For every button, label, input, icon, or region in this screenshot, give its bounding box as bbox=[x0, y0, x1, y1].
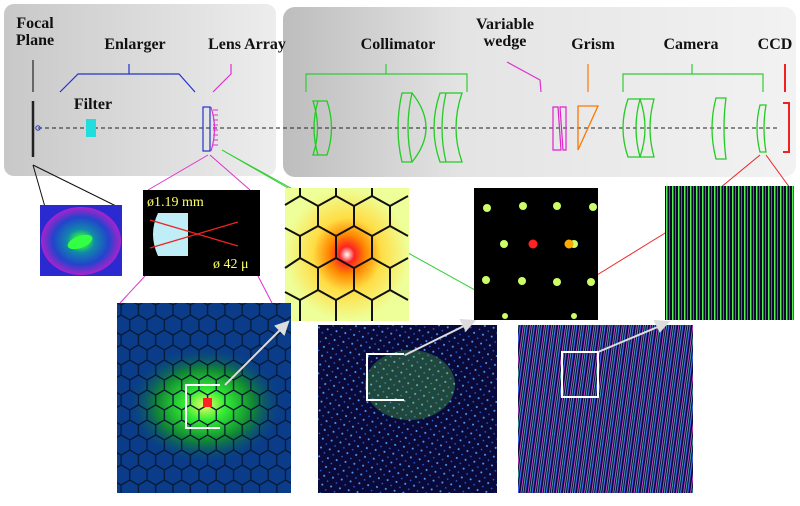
lens-element-icon bbox=[711, 97, 727, 160]
label-focal-plane: Focal Plane bbox=[10, 15, 60, 49]
ccd-detector-icon bbox=[783, 102, 790, 153]
psf-hex-inset bbox=[284, 188, 409, 321]
ccd-spectra-inset bbox=[665, 186, 794, 320]
background-panel-right bbox=[283, 7, 796, 177]
label-filter: Filter bbox=[73, 96, 113, 113]
label-collimator: Collimator bbox=[360, 36, 436, 53]
lenslet-teeth bbox=[213, 109, 218, 146]
label-camera: Camera bbox=[663, 36, 719, 53]
label-lens-array: Lens Array bbox=[208, 36, 286, 53]
lens-element-icon bbox=[639, 98, 655, 158]
label-grism: Grism bbox=[571, 36, 615, 53]
fiber-diameter-label: ø 42 μ bbox=[213, 257, 249, 272]
lenslet-diameter-label: ø1.19 mm bbox=[147, 195, 204, 210]
background-panel-left bbox=[4, 4, 276, 176]
grism-prism-icon bbox=[577, 105, 600, 151]
lens-array-bracket bbox=[212, 64, 232, 93]
lenslet-closeup: ø1.19 mm ø 42 μ bbox=[143, 190, 260, 276]
lens-element-icon bbox=[433, 92, 463, 163]
zoom-arrows bbox=[224, 318, 671, 386]
label-variable-wedge: Variable wedge bbox=[465, 16, 545, 50]
label-enlarger: Enlarger bbox=[104, 36, 166, 53]
filter-element bbox=[86, 119, 96, 137]
lens-element-icon bbox=[756, 104, 767, 153]
camera-lenses bbox=[622, 97, 767, 160]
spectra-field bbox=[518, 325, 693, 493]
wedge-bracket bbox=[506, 61, 542, 93]
enlarger-bracket bbox=[59, 64, 196, 93]
label-ccd: CCD bbox=[757, 36, 793, 53]
lens-array-lenslets bbox=[210, 106, 216, 152]
label-focal-plane-line1: Focal bbox=[16, 15, 54, 32]
spot-array-field bbox=[318, 325, 497, 493]
lens-array-frame bbox=[202, 106, 211, 152]
camera-bracket bbox=[622, 64, 764, 92]
lens-array-field bbox=[117, 303, 291, 493]
focal-plane-image bbox=[40, 205, 122, 276]
focal-point bbox=[35, 125, 41, 131]
label-variable-wedge-line1: Variable bbox=[475, 16, 535, 33]
collimator-bracket bbox=[305, 64, 468, 92]
wedge-prism-icon bbox=[552, 106, 567, 151]
collimator-lenses bbox=[312, 92, 463, 163]
label-variable-wedge-line2: wedge bbox=[483, 33, 527, 50]
spot-pattern-inset bbox=[474, 188, 598, 320]
label-focal-plane-line2: Plane bbox=[15, 32, 55, 49]
lens-element-icon bbox=[312, 100, 333, 156]
